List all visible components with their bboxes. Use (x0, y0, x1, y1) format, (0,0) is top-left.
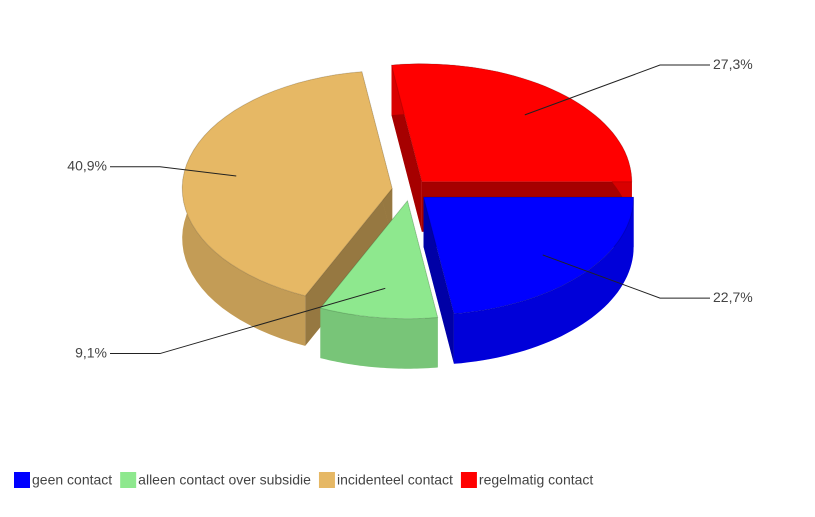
legend-label: incidenteel contact (337, 472, 453, 488)
leader-line (542, 254, 710, 299)
slice-shade (423, 197, 454, 364)
slice (422, 196, 635, 315)
slice-shade (453, 197, 634, 364)
legend-label: geen contact (32, 472, 112, 488)
slice-wall (320, 308, 438, 369)
slice-side (423, 197, 454, 364)
data-label: 22,7% (713, 289, 753, 305)
slice-shade (320, 308, 438, 369)
slice (319, 199, 439, 320)
slice-wall (453, 197, 634, 364)
data-label: 40,9% (67, 157, 107, 173)
data-label: 27,3% (713, 56, 753, 72)
legend-label: regelmatig contact (479, 472, 594, 488)
leader-line (110, 287, 386, 355)
legend-swatch (318, 472, 335, 488)
legend-label: alleen contact over subsidie (138, 472, 311, 488)
legend-swatch (14, 472, 30, 488)
slice (181, 71, 393, 297)
legend-swatch (460, 472, 477, 488)
slice (390, 63, 633, 183)
leader-line (524, 64, 710, 116)
legend-swatch (120, 472, 137, 488)
data-label: 9,1% (75, 344, 107, 360)
leader-line (110, 166, 237, 177)
